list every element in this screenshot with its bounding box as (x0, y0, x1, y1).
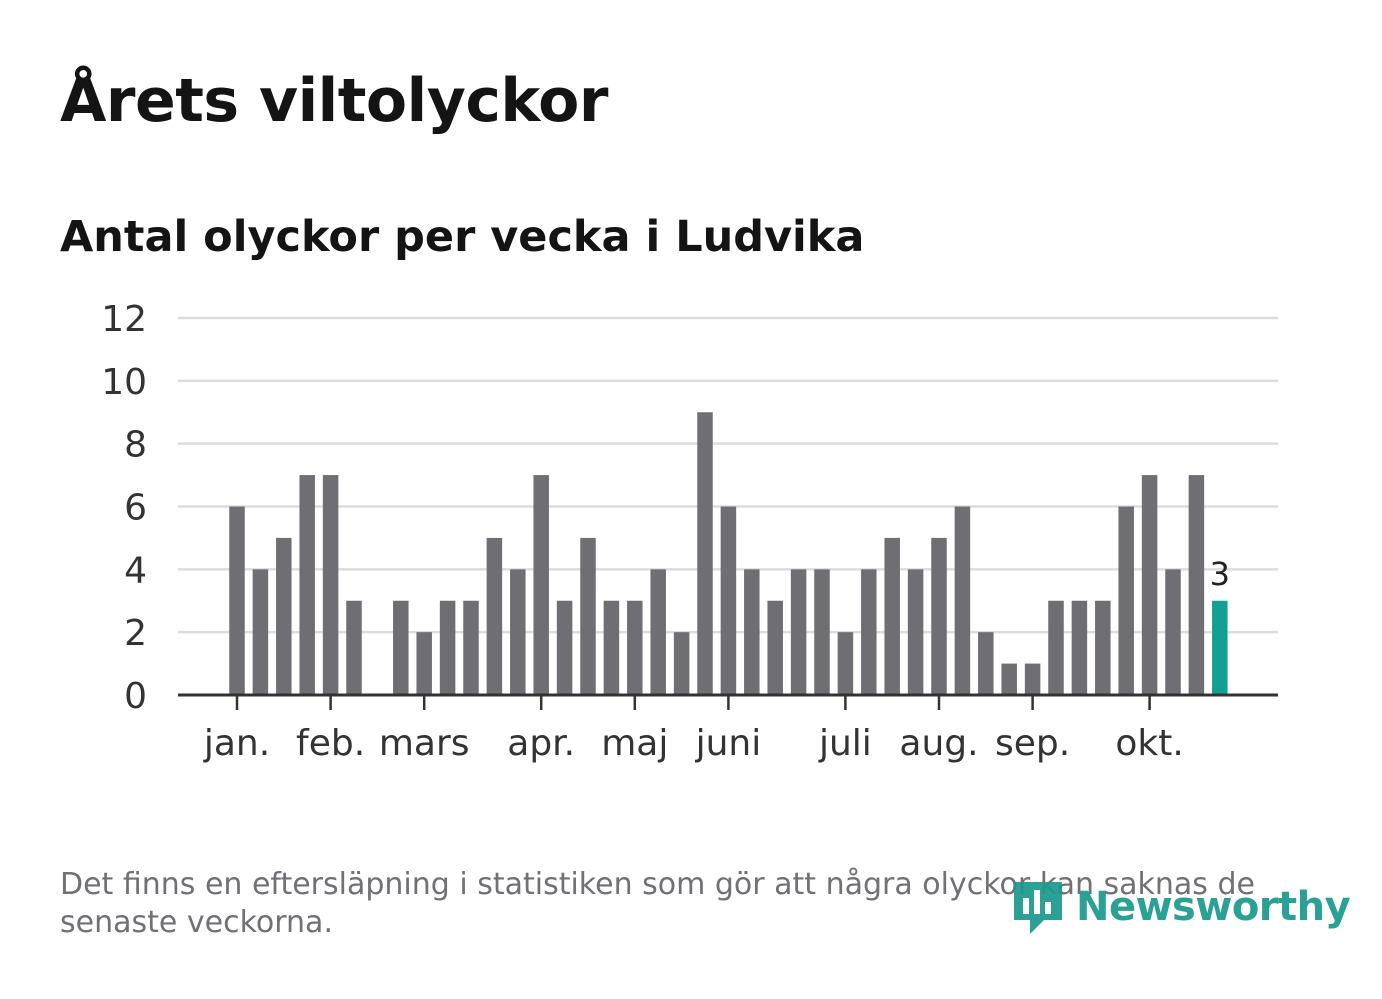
bar (252, 569, 269, 695)
x-tick-label: sep. (995, 723, 1070, 764)
x-tick-label: aug. (899, 723, 978, 764)
bar (299, 475, 315, 695)
bar (346, 600, 362, 695)
bar (463, 600, 479, 695)
bar (276, 537, 292, 695)
bar (814, 569, 830, 695)
bar (931, 537, 947, 695)
bar (556, 600, 573, 695)
bar (978, 632, 994, 695)
bar (697, 412, 713, 695)
brand-name: Newsworthy (1076, 884, 1351, 930)
bar (393, 600, 409, 695)
bar (1048, 600, 1064, 695)
chart-subtitle: Antal olyckor per vecka i Ludvika (60, 212, 865, 262)
bar (486, 537, 503, 695)
x-tick-label: juni (695, 723, 762, 764)
bar (533, 475, 549, 695)
bar-chart: 0 2 4 6 8 10 12 jan. feb. mars apr. maj juni juli aug.… (101, 299, 1278, 764)
bar (907, 569, 924, 695)
bar (790, 569, 807, 695)
y-tick-label: 4 (124, 550, 147, 591)
chart-title: Årets viltolyckor (60, 66, 609, 136)
x-tick-label: maj (601, 723, 668, 764)
bar (1118, 506, 1134, 695)
bar (603, 600, 620, 695)
bar (229, 506, 245, 695)
bar (1071, 600, 1088, 695)
bar (1188, 475, 1205, 695)
bar (1141, 475, 1158, 695)
bar (673, 632, 690, 695)
bar (837, 632, 854, 695)
bar (627, 600, 643, 695)
y-tick-label: 8 (124, 425, 147, 466)
bar (720, 506, 737, 695)
bar (650, 569, 666, 695)
newsworthy-icon (1014, 882, 1062, 934)
highlight-value-label: 3 (1210, 555, 1230, 593)
bar (884, 537, 900, 695)
x-tick-label: okt. (1115, 723, 1183, 764)
x-tick-label: jan. (203, 723, 270, 764)
x-tick-label: feb. (296, 723, 365, 764)
bar (510, 569, 526, 695)
highlight-bar (1212, 600, 1228, 695)
bar (861, 569, 877, 695)
newsworthy-logo: Newsworthy (1010, 876, 1351, 938)
bar (1001, 663, 1017, 695)
bar (744, 569, 760, 695)
bar (322, 475, 339, 695)
bar (954, 506, 971, 695)
bar (1024, 663, 1041, 695)
y-tick-label: 2 (124, 613, 147, 654)
y-tick-label: 10 (101, 362, 147, 403)
x-tick-label: apr. (507, 723, 575, 764)
x-tick-label: juli (818, 723, 872, 764)
bar (580, 537, 596, 695)
bar (416, 632, 432, 695)
y-tick-label: 6 (124, 488, 147, 529)
bar (1095, 600, 1111, 695)
y-tick-label: 0 (124, 676, 147, 717)
y-tick-label: 12 (101, 299, 147, 340)
x-tick-label: mars (379, 723, 470, 764)
bar (1165, 569, 1181, 695)
bar (767, 600, 783, 695)
bar (439, 600, 456, 695)
